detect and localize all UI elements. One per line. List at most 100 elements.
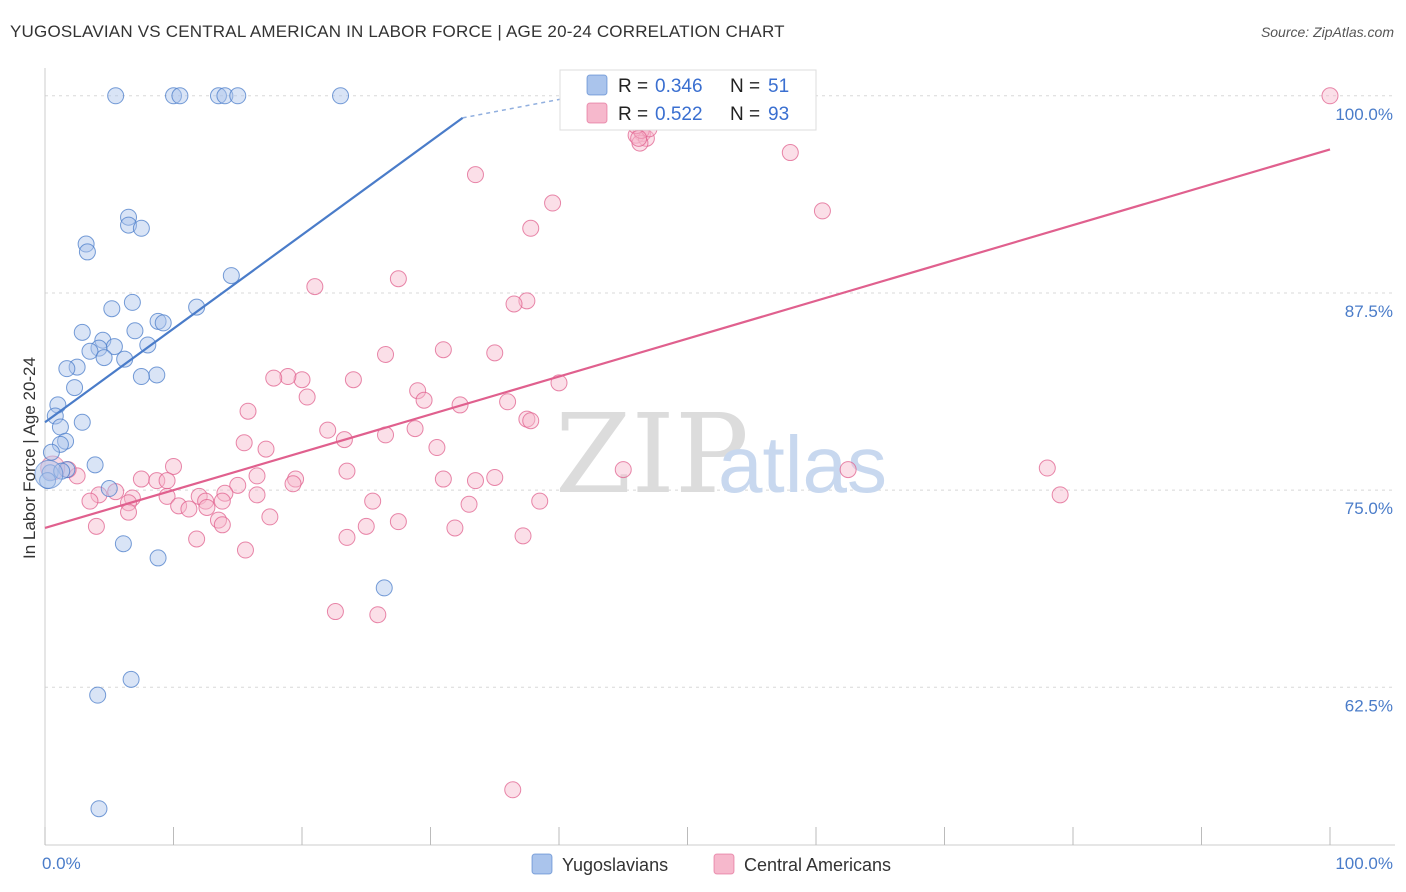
central-american-point bbox=[544, 194, 562, 212]
central-american-point bbox=[170, 497, 188, 515]
central-american-point bbox=[287, 470, 305, 488]
central-american-point bbox=[364, 492, 382, 510]
central-american-point bbox=[248, 486, 266, 504]
central-american-point bbox=[389, 270, 407, 288]
yugoslavian-point bbox=[103, 300, 121, 318]
y-tick-label: 100.0% bbox=[1335, 105, 1393, 124]
central-american-point bbox=[132, 470, 150, 488]
yugoslavian-point bbox=[57, 432, 75, 450]
y-tick-label: 87.5% bbox=[1345, 302, 1393, 321]
central-american-point bbox=[87, 517, 105, 535]
yugoslavian-point bbox=[332, 87, 350, 105]
yugoslavian-point bbox=[171, 87, 189, 105]
legend-n-value-1: 51 bbox=[768, 76, 789, 97]
central-americans-trend-line bbox=[44, 148, 1331, 530]
central-american-point bbox=[486, 344, 504, 362]
yugoslavians-trend-line bbox=[44, 116, 464, 424]
legend-swatch-central-americans bbox=[586, 102, 608, 124]
yugoslavian-point bbox=[132, 219, 150, 237]
legend-r-label-2: R = bbox=[618, 104, 648, 125]
central-american-point bbox=[428, 439, 446, 457]
central-american-point bbox=[434, 470, 452, 488]
central-american-point bbox=[90, 486, 108, 504]
central-american-point bbox=[614, 461, 632, 479]
watermark-zip: ZIP bbox=[555, 390, 749, 518]
y-tick-label: 62.5% bbox=[1345, 696, 1393, 715]
central-american-point bbox=[261, 508, 279, 526]
central-american-point bbox=[235, 434, 253, 452]
central-american-point bbox=[357, 517, 375, 535]
central-american-point bbox=[466, 166, 484, 184]
yugoslavian-point bbox=[90, 800, 108, 818]
x-tick-label-max: 100.0% bbox=[1335, 854, 1393, 873]
central-american-point bbox=[486, 468, 504, 486]
legend-r-value-2: 0.522 bbox=[655, 104, 703, 125]
yugoslavian-point bbox=[86, 456, 104, 474]
x-tick-label-min: 0.0% bbox=[42, 854, 81, 873]
central-american-point bbox=[158, 472, 176, 490]
central-american-point bbox=[239, 402, 257, 420]
yugoslavian-point bbox=[95, 349, 113, 367]
central-american-point bbox=[338, 462, 356, 480]
yugoslavian-point-large bbox=[34, 459, 64, 489]
central-american-point bbox=[446, 519, 464, 537]
central-american-point bbox=[213, 492, 231, 510]
yugoslavian-point bbox=[107, 87, 125, 105]
yugoslavian-point bbox=[51, 418, 69, 436]
central-american-point bbox=[326, 603, 344, 621]
central-american-point bbox=[499, 393, 517, 411]
stats-legend: R = 0.346 N = 51 R = 0.522 N = 93 bbox=[559, 69, 817, 131]
central-american-point bbox=[505, 295, 523, 313]
series-legend: Yugoslavians Central Americans bbox=[531, 853, 891, 875]
central-american-point bbox=[236, 541, 254, 559]
yugoslavian-point bbox=[149, 549, 167, 567]
legend-n-label-1: N = bbox=[730, 76, 760, 97]
yugoslavian-point bbox=[209, 87, 227, 105]
central-american-point bbox=[284, 475, 302, 493]
central-american-point bbox=[68, 467, 86, 485]
central-american-point bbox=[344, 371, 362, 389]
central-american-point bbox=[338, 528, 356, 546]
legend-r-value-1: 0.346 bbox=[655, 76, 703, 97]
yugoslavian-point bbox=[66, 379, 84, 397]
yugoslavian-point bbox=[126, 322, 144, 340]
legend-swatch-yugoslavians bbox=[586, 74, 608, 96]
y-axis-title: In Labor Force | Age 20-24 bbox=[20, 357, 39, 559]
yugoslavian-point bbox=[132, 368, 150, 386]
yugoslavians-trend-extension bbox=[462, 95, 579, 119]
central-american-point bbox=[406, 420, 424, 438]
yugoslavian-point bbox=[148, 366, 166, 384]
central-american-point bbox=[165, 457, 182, 475]
series-legend-label-yugoslavians: Yugoslavians bbox=[562, 855, 668, 875]
central-american-point bbox=[1038, 459, 1056, 477]
yugoslavian-point bbox=[222, 267, 240, 285]
yugoslavian-point bbox=[122, 670, 140, 688]
yugoslavian-point bbox=[42, 443, 60, 461]
central-american-point bbox=[188, 530, 206, 548]
trend-lines bbox=[44, 95, 1331, 530]
yugoslavian-point bbox=[154, 314, 172, 332]
legend-n-label-2: N = bbox=[730, 104, 760, 125]
yugoslavian-point bbox=[375, 579, 393, 597]
yugoslavian-point bbox=[216, 87, 234, 105]
central-american-point bbox=[781, 144, 799, 162]
central-american-point bbox=[213, 516, 231, 534]
central-american-point bbox=[1321, 87, 1339, 105]
yugoslavian-point bbox=[165, 87, 182, 105]
yugoslavian-point bbox=[90, 339, 108, 357]
central-american-point bbox=[504, 781, 522, 799]
yugoslavian-point bbox=[100, 480, 118, 498]
yugoslavian-point bbox=[120, 216, 138, 234]
legend-n-value-2: 93 bbox=[768, 104, 789, 125]
central-american-point bbox=[120, 503, 138, 521]
central-american-point bbox=[514, 527, 532, 545]
central-american-point bbox=[257, 440, 275, 458]
central-american-point bbox=[389, 513, 407, 531]
central-american-point bbox=[306, 278, 324, 296]
central-american-point bbox=[522, 219, 540, 237]
yugoslavian-point bbox=[73, 323, 91, 341]
yugoslavian-point bbox=[89, 686, 107, 704]
central-american-point bbox=[466, 472, 484, 490]
legend-r-label-1: R = bbox=[618, 76, 648, 97]
